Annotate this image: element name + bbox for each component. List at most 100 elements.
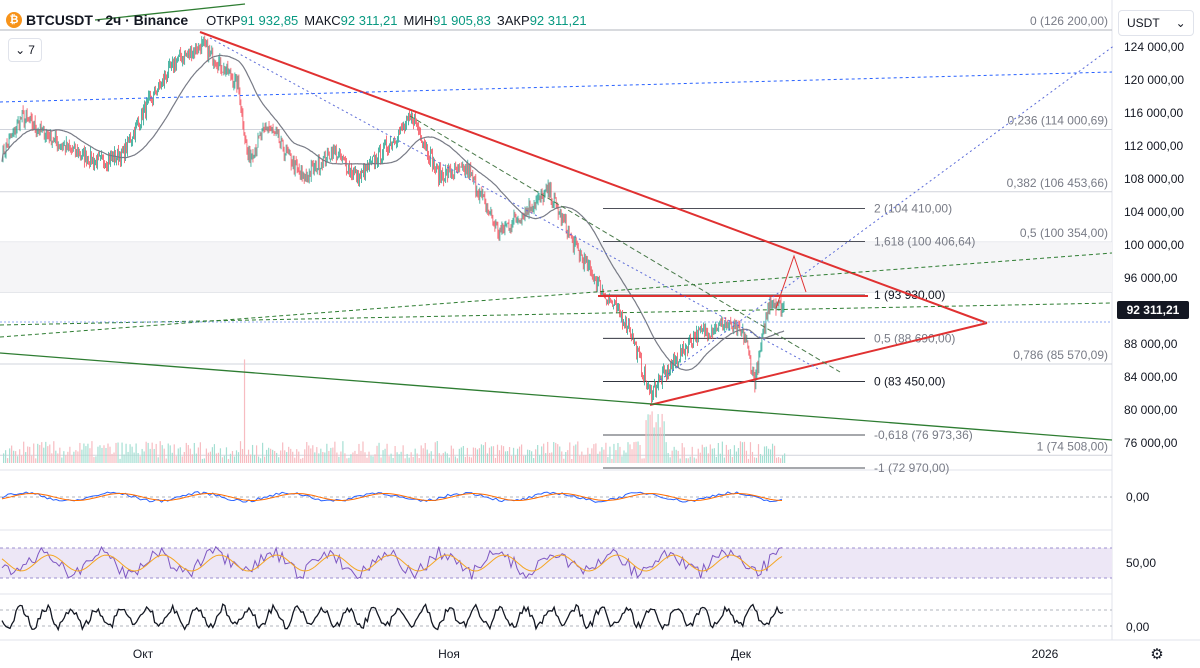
volume-bar bbox=[49, 444, 51, 463]
volume-bar bbox=[693, 457, 695, 463]
volume-bar bbox=[502, 446, 505, 463]
volume-bar bbox=[406, 453, 408, 463]
volume-bar bbox=[99, 445, 101, 463]
volume-bar bbox=[743, 441, 746, 463]
symbol-title[interactable]: BTCUSDT · 2ч · Binance bbox=[26, 12, 189, 28]
volume-bar bbox=[402, 445, 404, 463]
volume-bar bbox=[219, 448, 222, 463]
volume-bar bbox=[757, 444, 760, 463]
indicators-toggle-button[interactable]: ⌄ 7 bbox=[8, 38, 42, 62]
volume-bar bbox=[328, 451, 330, 463]
volume-bar bbox=[346, 458, 348, 463]
volume-bar bbox=[261, 442, 264, 463]
triangle-upper-line bbox=[199, 31, 988, 324]
volume-bar bbox=[171, 452, 173, 463]
volume-bar bbox=[366, 457, 368, 463]
volume-bar bbox=[520, 444, 523, 463]
currency-selector[interactable]: USDT ⌄ bbox=[1118, 10, 1194, 36]
volume-bar bbox=[175, 456, 177, 463]
volume-bar bbox=[65, 455, 67, 463]
volume-bar bbox=[410, 452, 412, 463]
volume-bar bbox=[390, 453, 392, 463]
volume-bar bbox=[159, 441, 161, 463]
volume-bar bbox=[61, 457, 63, 463]
high-value: 92 311,21 bbox=[340, 12, 398, 28]
volume-bar bbox=[245, 455, 248, 463]
volume-bar bbox=[719, 453, 721, 463]
volume-bar bbox=[268, 447, 270, 463]
volume-bar bbox=[308, 445, 310, 463]
volume-bar bbox=[454, 456, 456, 463]
volume-bar bbox=[288, 446, 290, 463]
volume-bar bbox=[671, 450, 673, 463]
volume-bar bbox=[442, 453, 444, 463]
volume-bar bbox=[773, 445, 776, 463]
volume-bar bbox=[527, 449, 529, 463]
volume-bar bbox=[531, 451, 533, 463]
last-price-tag: 92 311,21 bbox=[1117, 301, 1189, 319]
volume-bar bbox=[145, 441, 147, 463]
rsi-line bbox=[1, 545, 783, 580]
volume-bar bbox=[761, 455, 764, 463]
volume-bar bbox=[747, 458, 750, 463]
volume-bar bbox=[539, 454, 541, 463]
volume-bar bbox=[290, 448, 292, 463]
rsi-band bbox=[0, 548, 1112, 578]
gear-icon[interactable]: ⚙ bbox=[1150, 646, 1164, 663]
volume-bar bbox=[460, 447, 462, 463]
price-axis-label: 100 000,00 bbox=[1124, 238, 1184, 252]
volume-bar bbox=[51, 453, 53, 463]
volume-bar bbox=[673, 446, 675, 463]
volume-bar bbox=[611, 458, 613, 463]
volume-bar bbox=[324, 452, 326, 463]
volume-bar bbox=[484, 442, 487, 463]
volume-bar bbox=[486, 453, 489, 463]
volume-bar bbox=[765, 446, 768, 463]
volume-bar bbox=[143, 451, 145, 463]
time-axis-label: Ноя bbox=[438, 647, 460, 661]
volume-bar bbox=[231, 451, 234, 463]
stoch-line bbox=[1, 603, 784, 632]
volume-bar bbox=[575, 444, 577, 463]
volume-bar bbox=[400, 451, 402, 463]
volume-bar bbox=[699, 452, 701, 463]
volume-bar bbox=[21, 455, 23, 463]
volume-bar bbox=[151, 442, 153, 463]
dashed-trendline bbox=[0, 252, 1113, 338]
volume-bar bbox=[510, 455, 513, 463]
volume-bar bbox=[697, 448, 699, 463]
volume-bar bbox=[627, 442, 629, 463]
volume-bar bbox=[420, 445, 422, 463]
volume-bar bbox=[755, 457, 758, 463]
price-axis-label: 108 000,00 bbox=[1124, 172, 1184, 186]
volume-bar bbox=[25, 452, 27, 463]
volume-bar bbox=[661, 413, 663, 463]
volume-bar bbox=[775, 457, 778, 463]
volume-bar bbox=[183, 451, 185, 463]
volume-bar bbox=[603, 449, 605, 463]
fib-extension-label: -1 (72 970,00) bbox=[874, 461, 949, 475]
volume-bar bbox=[177, 448, 179, 463]
volume-bar bbox=[446, 453, 448, 463]
volume-bar bbox=[364, 452, 366, 463]
volume-bar bbox=[93, 457, 95, 463]
volume-bar bbox=[141, 448, 143, 463]
volume-bar bbox=[408, 457, 410, 463]
volume-bar bbox=[39, 445, 41, 463]
high-label: МАКС bbox=[304, 12, 341, 28]
volume-bar bbox=[241, 448, 244, 463]
volume-bar bbox=[771, 443, 774, 463]
volume-bar bbox=[217, 452, 220, 463]
volume-bar bbox=[382, 450, 384, 463]
volume-group bbox=[3, 359, 786, 463]
volume-bar bbox=[388, 456, 390, 463]
volume-bar bbox=[633, 442, 635, 463]
volume-bar bbox=[89, 448, 91, 463]
volume-bar bbox=[472, 447, 475, 463]
volume-bar bbox=[617, 443, 619, 463]
volume-bar bbox=[95, 456, 97, 463]
volume-bar bbox=[59, 447, 61, 463]
volume-bar bbox=[777, 457, 780, 463]
volume-bar bbox=[310, 448, 312, 463]
